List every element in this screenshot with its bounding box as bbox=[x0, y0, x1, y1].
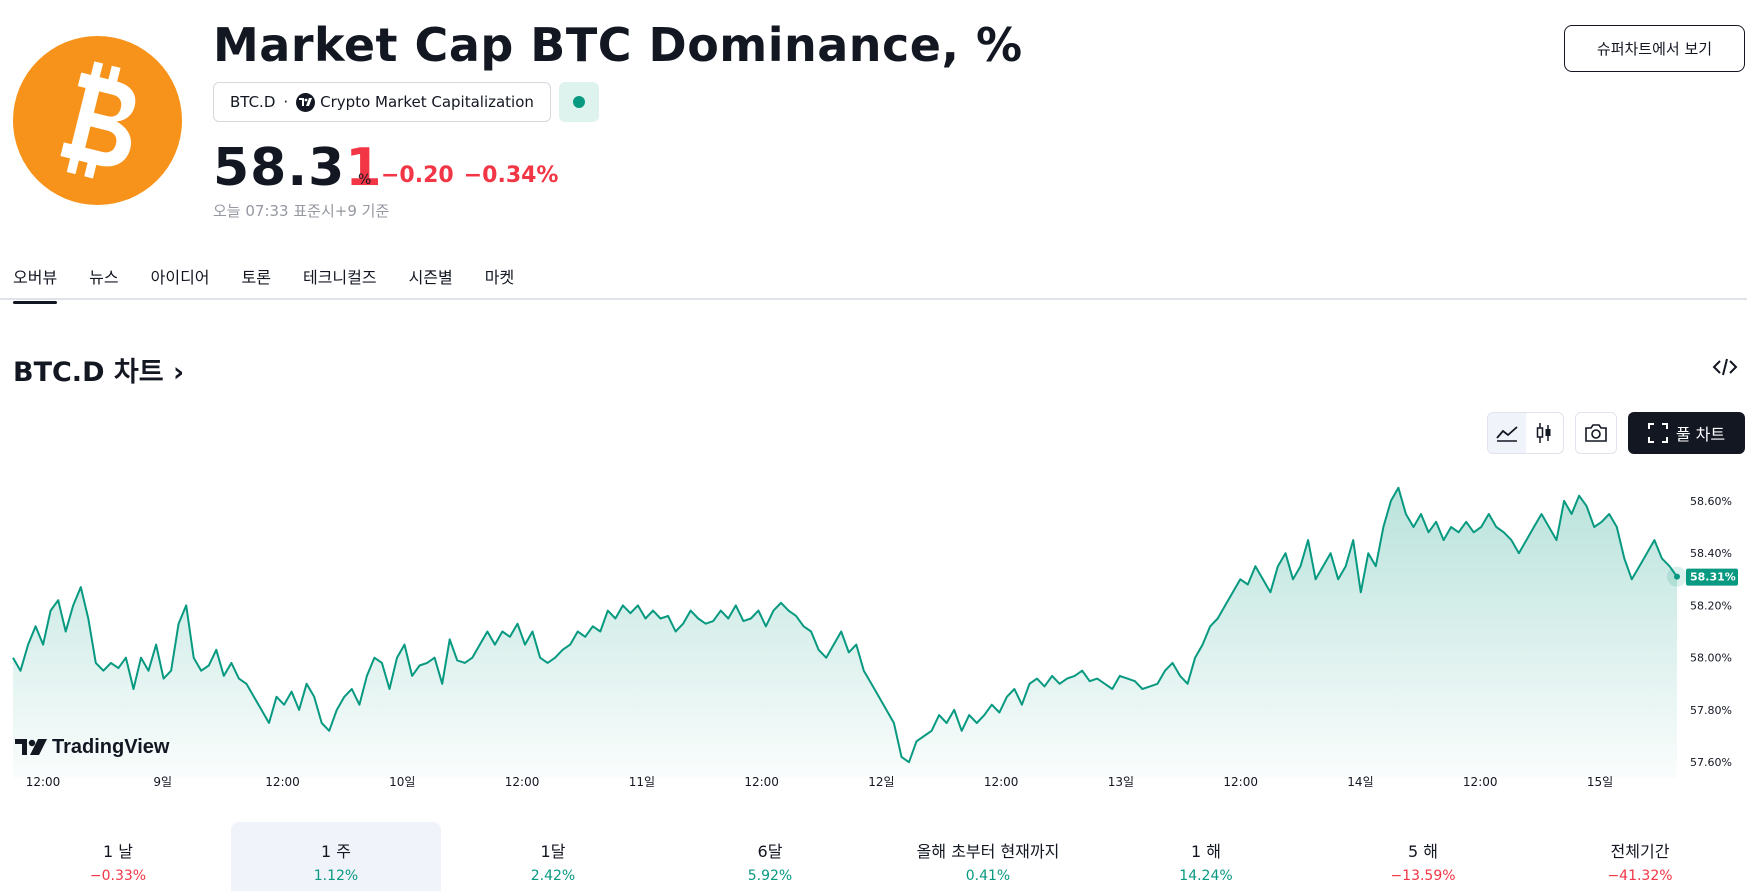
period-1y[interactable]: 1 해 14.24% bbox=[1101, 822, 1311, 891]
y-tick-label: 58.00% bbox=[1690, 652, 1732, 665]
x-tick-label: 12:00 bbox=[26, 775, 61, 789]
symbol-source: Crypto Market Capitalization bbox=[320, 93, 534, 111]
period-performance-bar: 1 날 −0.33% 1 주 1.12% 1달 2.42% 6달 5.92% 올… bbox=[0, 822, 1747, 891]
x-tick-label: 12:00 bbox=[505, 775, 540, 789]
x-tick-label: 12:00 bbox=[1223, 775, 1258, 789]
tab-seasonals[interactable]: 시즌별 bbox=[408, 268, 453, 287]
chevron-right-icon: › bbox=[172, 357, 185, 388]
period-value: 0.41% bbox=[965, 868, 1011, 884]
tab-markets[interactable]: 마켓 bbox=[484, 268, 515, 287]
period-label: 1 해 bbox=[1191, 842, 1221, 861]
period-value: 5.92% bbox=[747, 868, 793, 884]
price-change-pct: −0.34% bbox=[463, 163, 559, 188]
chart-style-toggle bbox=[1487, 412, 1564, 454]
full-chart-label: 풀 차트 bbox=[1675, 425, 1726, 444]
area-chart-button[interactable] bbox=[1488, 413, 1526, 453]
period-label: 올해 초부터 현재까지 bbox=[916, 842, 1060, 861]
period-5y[interactable]: 5 해 −13.59% bbox=[1318, 822, 1528, 891]
price-last-digit: 1 bbox=[345, 138, 383, 198]
period-value: 14.24% bbox=[1179, 868, 1233, 884]
bitcoin-icon bbox=[13, 36, 182, 205]
x-tick-label: 11일 bbox=[629, 775, 655, 789]
period-value: 2.42% bbox=[530, 868, 576, 884]
symbol-ticker: BTC.D bbox=[230, 93, 276, 111]
price-change-abs: −0.20 bbox=[381, 163, 454, 188]
tab-discussion[interactable]: 토론 bbox=[241, 268, 271, 287]
price-timestamp: 오늘 07:33 표준시+9 기준 bbox=[213, 202, 390, 220]
period-value: −41.32% bbox=[1607, 868, 1673, 884]
period-6m[interactable]: 6달 5.92% bbox=[665, 822, 875, 891]
fullscreen-icon bbox=[1647, 423, 1668, 443]
price-main: 58.3 bbox=[213, 138, 346, 198]
tradingview-watermark-text: TradingView bbox=[52, 736, 170, 758]
full-chart-button[interactable]: 풀 차트 bbox=[1628, 412, 1745, 454]
tab-news[interactable]: 뉴스 bbox=[89, 268, 119, 287]
tab-overview[interactable]: 오버뷰 bbox=[13, 264, 58, 304]
x-tick-label: 12:00 bbox=[1463, 775, 1498, 789]
area-chart-icon bbox=[1496, 426, 1518, 442]
period-label: 전체기간 bbox=[1610, 842, 1670, 861]
tradingview-source-icon bbox=[296, 92, 316, 112]
y-tick-label: 58.40% bbox=[1690, 547, 1732, 560]
period-all[interactable]: 전체기간 −41.32% bbox=[1535, 822, 1745, 891]
area-fill bbox=[13, 487, 1677, 778]
y-tick-label: 57.80% bbox=[1690, 704, 1732, 717]
period-label: 1달 bbox=[540, 842, 566, 861]
view-in-supercharts-button[interactable]: 슈퍼차트에서 보기 bbox=[1564, 25, 1745, 72]
x-tick-label: 9일 bbox=[153, 775, 172, 789]
candles-icon bbox=[1537, 423, 1551, 443]
period-label: 1 주 bbox=[321, 842, 351, 861]
price-unit: % bbox=[358, 172, 372, 188]
page-title: Market Cap BTC Dominance, % bbox=[213, 18, 1023, 72]
separator-dot: · bbox=[283, 93, 289, 111]
y-tick-label: 58.20% bbox=[1690, 599, 1732, 612]
period-1d[interactable]: 1 날 −0.33% bbox=[13, 822, 223, 891]
symbol-info-box[interactable]: BTC.D · Crypto Market Capitalization bbox=[213, 82, 551, 122]
tab-divider bbox=[0, 298, 1747, 300]
y-tick-label: 57.60% bbox=[1690, 756, 1732, 769]
market-status-badge[interactable] bbox=[559, 82, 599, 122]
snapshot-button[interactable] bbox=[1575, 412, 1617, 454]
price-change: −0.20 −0.34% bbox=[381, 163, 568, 188]
period-label: 1 날 bbox=[103, 842, 133, 861]
period-label: 5 해 bbox=[1408, 842, 1438, 861]
tab-bar: 오버뷰 뉴스 아이디어 토론 테크니컬즈 시즌별 마켓 bbox=[13, 264, 546, 304]
x-tick-label: 12:00 bbox=[265, 775, 300, 789]
candles-chart-button[interactable] bbox=[1526, 413, 1564, 453]
last-price: 58.31 bbox=[213, 138, 383, 198]
current-value-label: 58.31% bbox=[1690, 571, 1736, 584]
x-tick-label: 12일 bbox=[868, 775, 894, 789]
chart-section-title[interactable]: BTC.D 차트 › bbox=[13, 350, 184, 389]
last-point bbox=[1674, 573, 1680, 580]
y-tick-label: 58.60% bbox=[1690, 495, 1732, 508]
period-value: 1.12% bbox=[313, 868, 359, 884]
tradingview-logo-icon bbox=[15, 739, 47, 755]
period-1m[interactable]: 1달 2.42% bbox=[448, 822, 658, 891]
camera-icon bbox=[1585, 424, 1607, 442]
x-tick-label: 10일 bbox=[389, 775, 415, 789]
embed-code-icon[interactable] bbox=[1712, 356, 1738, 378]
price-chart[interactable]: 58.60% 58.40% 58.20% 58.00% 57.80% 57.60% 58.3… bbox=[0, 470, 1747, 800]
series-line bbox=[12, 486, 1678, 764]
tradingview-watermark[interactable]: TradingView bbox=[15, 736, 170, 758]
x-tick-label: 12:00 bbox=[984, 775, 1019, 789]
period-ytd[interactable]: 올해 초부터 현재까지 0.41% bbox=[883, 822, 1093, 891]
x-tick-label: 14일 bbox=[1347, 775, 1373, 789]
period-value: −0.33% bbox=[89, 868, 147, 884]
current-value-badge bbox=[1686, 568, 1738, 586]
chart-section-title-text: BTC.D 차트 bbox=[13, 357, 164, 388]
period-label: 6달 bbox=[757, 842, 783, 861]
period-1w[interactable]: 1 주 1.12% bbox=[231, 822, 441, 891]
x-tick-label: 13일 bbox=[1108, 775, 1134, 789]
tab-ideas[interactable]: 아이디어 bbox=[150, 268, 210, 287]
x-tick-label: 15일 bbox=[1587, 775, 1613, 789]
x-tick-label: 12:00 bbox=[744, 775, 779, 789]
tab-technicals[interactable]: 테크니컬즈 bbox=[302, 268, 377, 287]
period-value: −13.59% bbox=[1390, 868, 1456, 884]
market-status-dot bbox=[573, 96, 585, 108]
